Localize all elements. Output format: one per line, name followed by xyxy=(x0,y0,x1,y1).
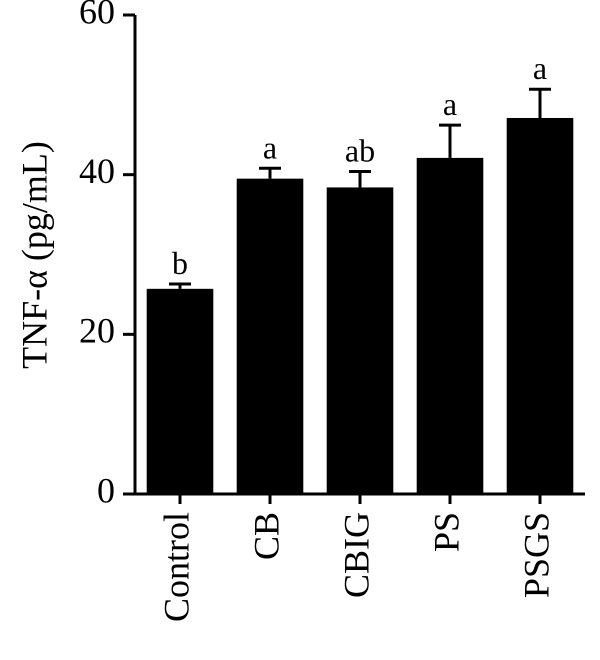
x-tick-label: CB xyxy=(246,512,286,560)
x-tick-label: PSGS xyxy=(516,512,556,598)
error-bar xyxy=(529,87,551,118)
significance-label: a xyxy=(533,50,547,86)
y-tick-label: 0 xyxy=(97,470,115,510)
significance-label: b xyxy=(172,245,188,281)
significance-label: a xyxy=(263,129,277,165)
y-tick-label: 60 xyxy=(79,0,115,31)
x-tick-label: PS xyxy=(426,512,466,552)
significance-label: a xyxy=(443,86,457,122)
error-bar xyxy=(439,123,461,158)
significance-label: ab xyxy=(345,132,375,168)
bar xyxy=(416,157,484,494)
error-bar xyxy=(169,282,191,289)
bar xyxy=(236,178,304,495)
bar xyxy=(326,187,394,494)
bar xyxy=(506,117,574,495)
x-tick-label: CBIG xyxy=(336,512,376,598)
y-tick-label: 40 xyxy=(79,151,115,191)
bar xyxy=(146,288,214,494)
y-axis-label: TNF-α (pg/mL) xyxy=(14,141,54,369)
y-tick-label: 20 xyxy=(79,311,115,351)
error-bar xyxy=(259,166,281,179)
error-bar xyxy=(349,169,371,188)
x-tick-label: Control xyxy=(156,512,196,622)
